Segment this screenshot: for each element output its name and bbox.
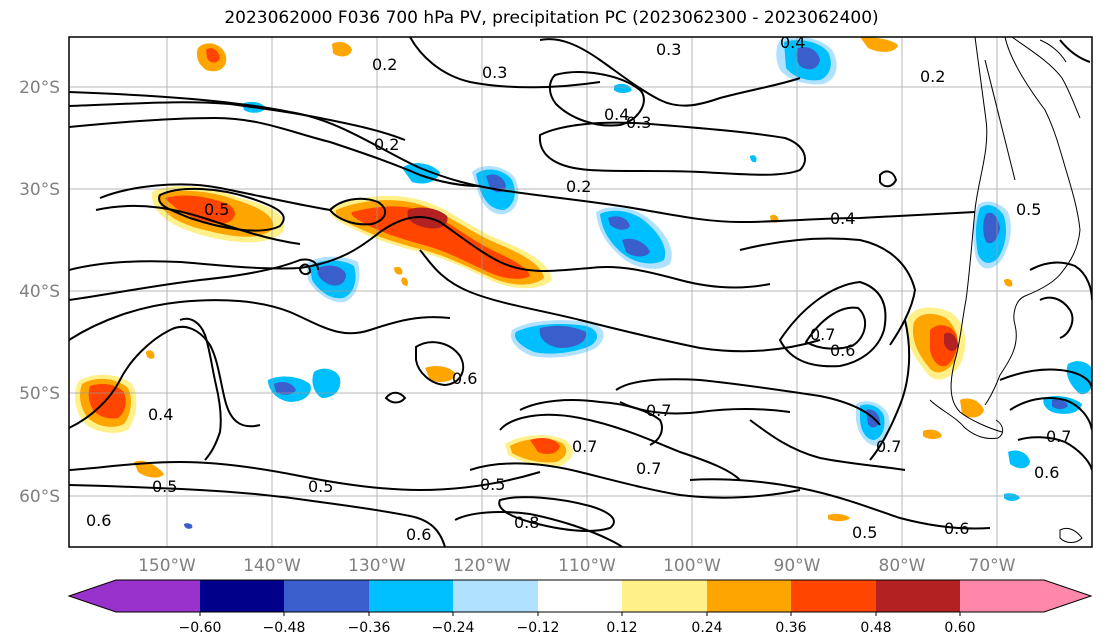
colorbar-segment (622, 580, 707, 612)
lat-label-30s: 30°S (19, 180, 60, 200)
latitude-labels: 20°S 30°S 40°S 50°S 60°S (19, 78, 60, 507)
lon-label-140w: 140°W (243, 556, 301, 576)
contour-label: 0.5 (852, 523, 877, 542)
precip-positive-small-regions (134, 37, 1013, 522)
lon-label-100w: 100°W (663, 556, 721, 576)
colorbar: −0.60 −0.48 −0.36 −0.24 −0.12 0.12 0.24 … (67, 579, 1093, 636)
contour-label: 0.6 (944, 519, 969, 538)
precipitation-shading (74, 37, 1092, 529)
precip-negative-region-36s-105w (596, 207, 672, 269)
precip-negative-region-20s-95w (776, 37, 837, 85)
precip-negative-region-50s-65w (1008, 361, 1092, 469)
precip-positive-region-56s-112w (505, 435, 573, 467)
contour-label: 0.7 (876, 437, 901, 456)
contour-label: 0.5 (204, 200, 229, 219)
colorbar-high-extension (1044, 580, 1091, 612)
colorbar-segment (200, 580, 284, 612)
colorbar-tick-label: −0.24 (432, 620, 475, 636)
contour-label: 0.2 (566, 177, 591, 196)
map-background (69, 37, 1092, 547)
lat-label-20s: 20°S (19, 78, 60, 98)
contour-label: 0.4 (604, 105, 629, 124)
colorbar-ticks (199, 612, 961, 616)
contour-label: 0.2 (374, 135, 399, 154)
lon-label-90w: 90°W (774, 556, 821, 576)
contour-label: 0.4 (830, 209, 855, 228)
contour-label: 0.3 (656, 40, 681, 59)
contour-label: 0.6 (830, 341, 855, 360)
colorbar-segment (876, 580, 960, 612)
contour-label: 0.2 (372, 55, 397, 74)
colorbar-tick-label: 0.60 (944, 620, 975, 636)
colorbar-tick-labels: −0.60 −0.48 −0.36 −0.24 −0.12 0.12 0.24 … (179, 620, 976, 636)
precip-positive-region-35s-125w (329, 195, 552, 289)
colorbar-tick-label: −0.36 (348, 620, 391, 636)
contour-label: 0.4 (148, 405, 173, 424)
colorbar-tick-label: −0.48 (263, 620, 306, 636)
pv-contours (69, 37, 1092, 547)
colorbar-low-extension (69, 580, 116, 612)
contour-label: 0.5 (1016, 200, 1041, 219)
precip-negative-region-45s-112w (510, 320, 604, 358)
lon-label-130w: 130°W (348, 556, 406, 576)
pv-contour-labels: 0.2 0.3 0.3 0.4 0.4 0.3 0.2 0.2 0.4 0.5 … (86, 33, 1071, 544)
contour-label: 0.7 (572, 437, 597, 456)
contour-label: 0.5 (480, 475, 505, 494)
precip-positive-region-30s-150w (151, 186, 285, 243)
lat-label-40s: 40°S (19, 282, 60, 302)
colorbar-segment (960, 580, 1044, 612)
contour-label: 0.7 (810, 325, 835, 344)
precip-positive-region-46s-75w (906, 307, 966, 380)
contour-label: 0.2 (920, 67, 945, 86)
colorbar-segment (453, 580, 538, 612)
contour-label: 0.8 (514, 513, 539, 532)
colorbar-tick-label: 0.24 (691, 620, 722, 636)
figure-title: 2023062000 F036 700 hPa PV, precipitatio… (224, 8, 879, 28)
contour-label: 0.3 (482, 63, 507, 82)
colorbar-segment (538, 580, 622, 612)
contour-label: 0.7 (646, 401, 671, 420)
contour-label: 0.3 (626, 113, 651, 132)
contour-label: 0.6 (406, 525, 431, 544)
colorbar-outline (67, 579, 1093, 613)
colorbar-segment (369, 580, 453, 612)
colorbar-tick-label: 0.12 (606, 620, 637, 636)
map-frame (68, 36, 1093, 548)
lat-label-50s: 50°S (19, 384, 60, 404)
lon-label-80w: 80°W (879, 556, 926, 576)
contour-label: 0.5 (152, 477, 177, 496)
contour-label: 0.5 (308, 477, 333, 496)
lon-label-150w: 150°W (138, 556, 196, 576)
colorbar-segment (791, 580, 876, 612)
contour-label: 0.6 (1034, 463, 1059, 482)
longitude-labels: 150°W 140°W 130°W 120°W 110°W 100°W 90°W… (138, 556, 1016, 576)
contour-label: 0.4 (780, 33, 805, 52)
colorbar-segment (116, 580, 200, 612)
colorbar-tick-label: −0.12 (517, 620, 560, 636)
colorbar-tick-label: 0.36 (775, 620, 806, 636)
lat-label-60s: 60°S (19, 487, 60, 507)
precip-negative-region-35s-72w (973, 201, 1011, 269)
lon-label-120w: 120°W (453, 556, 511, 576)
contour-label: 0.6 (86, 511, 111, 530)
contour-label: 0.7 (636, 459, 661, 478)
lon-label-110w: 110°W (558, 556, 616, 576)
colorbar-tick-label: 0.48 (860, 620, 891, 636)
precip-negative-region-50s-135w (268, 368, 341, 402)
contour-label: 0.6 (452, 369, 477, 388)
coastlines (929, 37, 1083, 543)
lon-label-70w: 70°W (969, 556, 1016, 576)
contour-label: 0.7 (1046, 427, 1071, 446)
colorbar-segment (707, 580, 791, 612)
colorbar-tick-label: −0.60 (179, 620, 222, 636)
colorbar-segment (284, 580, 369, 612)
